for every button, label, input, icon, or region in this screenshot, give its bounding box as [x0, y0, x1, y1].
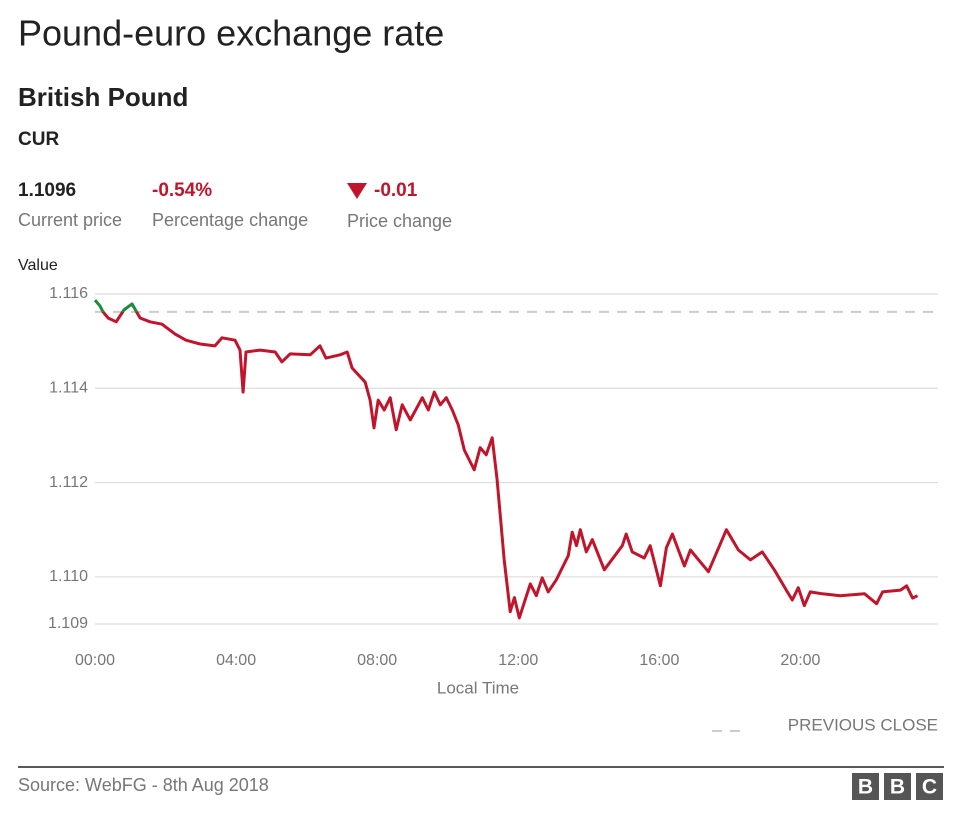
stat-label: Price change	[347, 211, 452, 231]
stat-label: Current price	[18, 210, 122, 230]
logo-letter: B	[858, 776, 873, 799]
logo-letter: B	[890, 776, 905, 799]
chart-title: Pound-euro exchange rate	[18, 13, 444, 54]
y-tick-label: 1.112	[49, 474, 88, 491]
logo-letter: C	[922, 776, 937, 799]
code: CUR	[18, 129, 59, 150]
legend-label: PREVIOUS CLOSE	[788, 715, 938, 734]
source: Source: WebFG - 8th Aug 2018	[18, 775, 269, 795]
x-tick-label: 00:00	[75, 652, 115, 669]
stat-value: -0.01	[374, 180, 418, 201]
x-tick-label: 20:00	[780, 652, 820, 669]
y-tick-label: 1.116	[49, 285, 88, 302]
logo-box	[916, 773, 943, 800]
x-axis-label: Local Time	[437, 678, 519, 697]
x-tick-label: 12:00	[498, 652, 538, 669]
y-tick-label: 1.114	[49, 380, 88, 397]
price-line	[93, 299, 919, 620]
down-arrow-icon	[347, 183, 367, 199]
stat-value: 1.1096	[18, 180, 76, 201]
logo-box	[852, 773, 879, 800]
stat-label: Percentage change	[152, 210, 308, 230]
stat-value: -0.54%	[152, 180, 212, 201]
y-tick-label: 1.109	[48, 615, 88, 632]
logo-box	[884, 773, 911, 800]
x-tick-label: 08:00	[357, 652, 397, 669]
y-tick-label: 1.110	[49, 568, 88, 585]
logo: B B C	[852, 773, 943, 800]
x-tick-label: 04:00	[216, 652, 256, 669]
x-tick-label: 16:00	[639, 652, 679, 669]
y-axis-label: Value	[18, 257, 58, 274]
subtitle: British Pound	[18, 82, 188, 112]
